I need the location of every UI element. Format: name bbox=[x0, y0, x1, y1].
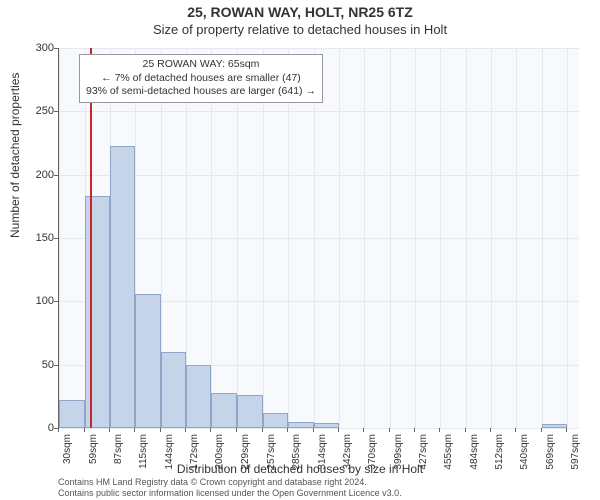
gridline-v bbox=[314, 48, 315, 428]
annotation-line2: ← 7% of detached houses are smaller (47) bbox=[86, 72, 316, 86]
histogram-bar bbox=[314, 423, 339, 428]
xtick-mark bbox=[287, 428, 288, 432]
histogram-bar bbox=[542, 424, 567, 428]
xtick-mark bbox=[541, 428, 542, 432]
xtick-mark bbox=[262, 428, 263, 432]
histogram-bar bbox=[135, 294, 161, 428]
plot-area: 25 ROWAN WAY: 65sqm ← 7% of detached hou… bbox=[58, 48, 579, 429]
ytick-mark bbox=[54, 301, 58, 302]
histogram-bar bbox=[110, 146, 135, 428]
histogram-bar bbox=[211, 393, 237, 428]
ytick-mark bbox=[54, 111, 58, 112]
xtick-mark bbox=[490, 428, 491, 432]
xtick-label: 427sqm bbox=[418, 434, 429, 494]
gridline-v bbox=[415, 48, 416, 428]
xtick-label: 569sqm bbox=[545, 434, 556, 494]
xtick-mark bbox=[210, 428, 211, 432]
histogram-bar bbox=[237, 395, 262, 428]
xtick-mark bbox=[414, 428, 415, 432]
xtick-label: 512sqm bbox=[494, 434, 505, 494]
xtick-mark bbox=[465, 428, 466, 432]
xtick-mark bbox=[363, 428, 364, 432]
histogram-bar bbox=[161, 352, 186, 428]
xtick-mark bbox=[515, 428, 516, 432]
property-marker-line bbox=[90, 48, 92, 428]
gridline-v bbox=[364, 48, 365, 428]
gridline-v bbox=[211, 48, 212, 428]
gridline-h bbox=[59, 238, 579, 239]
ytick-label: 100 bbox=[14, 295, 54, 307]
gridline-v bbox=[567, 48, 568, 428]
ytick-mark bbox=[54, 238, 58, 239]
xtick-label: 455sqm bbox=[443, 434, 454, 494]
xtick-label: 540sqm bbox=[519, 434, 530, 494]
gridline-v bbox=[263, 48, 264, 428]
xtick-label: 87sqm bbox=[113, 434, 124, 494]
gridline-v bbox=[390, 48, 391, 428]
gridline-v bbox=[542, 48, 543, 428]
xtick-label: 229sqm bbox=[240, 434, 251, 494]
xtick-mark bbox=[84, 428, 85, 432]
xtick-label: 59sqm bbox=[88, 434, 99, 494]
histogram-bar bbox=[263, 413, 288, 428]
gridline-v bbox=[339, 48, 340, 428]
annotation-line1: 25 ROWAN WAY: 65sqm bbox=[86, 58, 316, 72]
xtick-label: 285sqm bbox=[291, 434, 302, 494]
xtick-mark bbox=[439, 428, 440, 432]
xtick-mark bbox=[134, 428, 135, 432]
gridline-h bbox=[59, 111, 579, 112]
histogram-bar bbox=[288, 422, 314, 428]
gridline-v bbox=[59, 48, 60, 428]
ytick-label: 50 bbox=[14, 359, 54, 371]
gridline-h bbox=[59, 428, 579, 429]
xtick-label: 115sqm bbox=[138, 434, 149, 494]
xtick-label: 144sqm bbox=[164, 434, 175, 494]
ytick-label: 300 bbox=[14, 42, 54, 54]
gridline-v bbox=[516, 48, 517, 428]
xtick-mark bbox=[389, 428, 390, 432]
histogram-bar bbox=[85, 196, 110, 428]
chart-title-desc: Size of property relative to detached ho… bbox=[0, 22, 600, 37]
xtick-mark bbox=[236, 428, 237, 432]
xtick-label: 484sqm bbox=[469, 434, 480, 494]
gridline-v bbox=[491, 48, 492, 428]
xtick-label: 172sqm bbox=[189, 434, 200, 494]
gridline-v bbox=[466, 48, 467, 428]
xtick-label: 314sqm bbox=[317, 434, 328, 494]
gridline-h bbox=[59, 175, 579, 176]
xtick-mark bbox=[185, 428, 186, 432]
gridline-v bbox=[288, 48, 289, 428]
histogram-bar bbox=[59, 400, 85, 428]
xtick-label: 200sqm bbox=[214, 434, 225, 494]
xtick-mark bbox=[313, 428, 314, 432]
ytick-mark bbox=[54, 48, 58, 49]
gridline-v bbox=[237, 48, 238, 428]
gridline-h bbox=[59, 48, 579, 49]
ytick-mark bbox=[54, 365, 58, 366]
xtick-mark bbox=[566, 428, 567, 432]
ytick-label: 250 bbox=[14, 105, 54, 117]
ytick-label: 200 bbox=[14, 169, 54, 181]
xtick-mark bbox=[109, 428, 110, 432]
y-axis-label: Number of detached properties bbox=[8, 73, 22, 238]
chart-title-address: 25, ROWAN WAY, HOLT, NR25 6TZ bbox=[0, 4, 600, 20]
xtick-mark bbox=[160, 428, 161, 432]
ytick-label: 0 bbox=[14, 422, 54, 434]
gridline-v bbox=[440, 48, 441, 428]
annotation-line3: 93% of semi-detached houses are larger (… bbox=[86, 85, 316, 99]
chart-container: 25, ROWAN WAY, HOLT, NR25 6TZ Size of pr… bbox=[0, 0, 600, 500]
xtick-label: 30sqm bbox=[62, 434, 73, 494]
ytick-mark bbox=[54, 175, 58, 176]
xtick-label: 342sqm bbox=[342, 434, 353, 494]
xtick-label: 597sqm bbox=[570, 434, 581, 494]
histogram-bar bbox=[186, 365, 211, 428]
annotation-box: 25 ROWAN WAY: 65sqm ← 7% of detached hou… bbox=[79, 54, 323, 103]
xtick-label: 370sqm bbox=[367, 434, 378, 494]
xtick-label: 257sqm bbox=[266, 434, 277, 494]
ytick-label: 150 bbox=[14, 232, 54, 244]
xtick-mark bbox=[58, 428, 59, 432]
xtick-mark bbox=[338, 428, 339, 432]
xtick-label: 399sqm bbox=[393, 434, 404, 494]
